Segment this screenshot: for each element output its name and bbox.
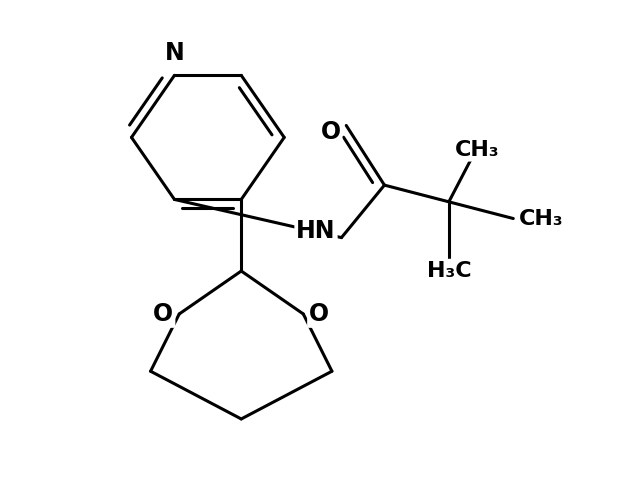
Text: O: O	[321, 120, 340, 144]
Text: CH₃: CH₃	[519, 208, 564, 228]
Text: CH₃: CH₃	[455, 140, 500, 160]
Text: H₃C: H₃C	[426, 261, 471, 281]
Text: HN: HN	[296, 219, 336, 243]
Text: O: O	[309, 302, 329, 326]
Text: N: N	[164, 41, 184, 65]
Text: O: O	[154, 302, 173, 326]
